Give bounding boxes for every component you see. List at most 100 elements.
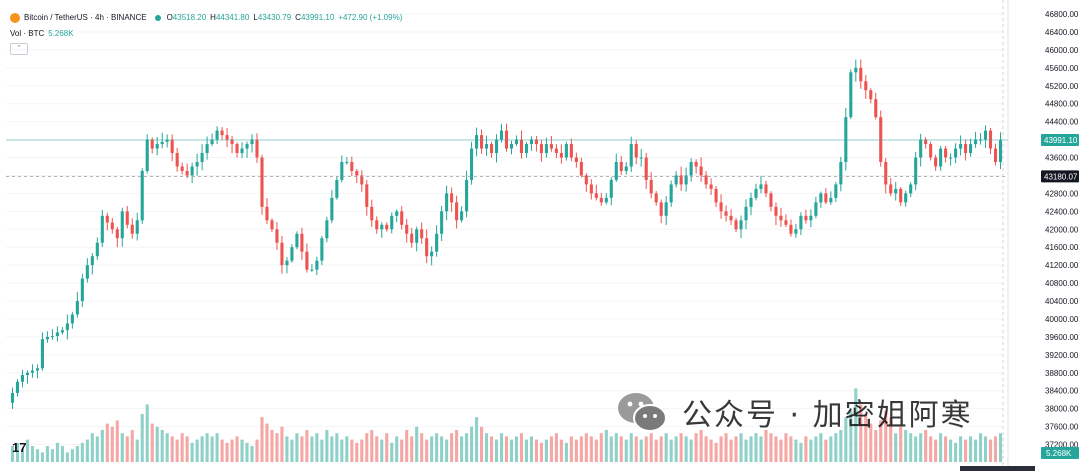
candle-body: [170, 139, 174, 154]
candle-body: [460, 211, 464, 221]
volume-bar: [395, 436, 399, 462]
volume-bar: [370, 430, 374, 462]
candle-body: [300, 233, 304, 252]
candle-body: [619, 162, 623, 171]
volume-bar: [425, 439, 429, 462]
y-tick-label: 38400.00: [1045, 387, 1079, 396]
volume-bar: [814, 436, 818, 462]
volume-bar: [345, 436, 349, 462]
crosshair-price-label: 43180.07: [1044, 172, 1078, 181]
candle-body: [609, 179, 613, 198]
volume-bar: [739, 433, 743, 462]
volume-bar: [509, 439, 514, 462]
candle-body: [614, 162, 618, 180]
tradingview-logo[interactable]: 17: [12, 440, 27, 455]
volume-bar: [330, 436, 334, 462]
candle-body: [305, 251, 309, 270]
volume-bar: [579, 436, 583, 462]
candle-body: [574, 157, 578, 162]
y-tick-label: 39600.00: [1045, 333, 1079, 342]
candle-body: [689, 162, 693, 176]
candle-body: [779, 215, 783, 221]
volume-bar: [205, 433, 209, 462]
bottom-scroll-bar[interactable]: [960, 466, 1035, 471]
volume-bar: [983, 436, 988, 462]
volume-bar: [809, 439, 813, 462]
volume-bar: [295, 433, 299, 462]
candle-body: [45, 336, 49, 340]
y-tick-label: 44400.00: [1045, 118, 1079, 127]
volume-bar: [215, 433, 219, 462]
candle-body: [909, 184, 913, 194]
candle-body: [370, 206, 374, 221]
volume-bar: [85, 439, 89, 462]
y-tick-label: 42800.00: [1045, 189, 1079, 198]
volume-bar: [859, 404, 863, 462]
candle-body: [629, 144, 633, 167]
candle-body: [769, 193, 773, 207]
candle-body: [410, 233, 414, 243]
candle-body: [80, 278, 84, 302]
volume-bar: [420, 433, 424, 462]
volume-bar: [649, 433, 653, 462]
collapse-legend-button[interactable]: ⌃: [10, 43, 28, 55]
volume-bar: [240, 439, 244, 462]
volume-bar: [130, 430, 134, 462]
candle-body: [430, 251, 434, 257]
candle-body: [499, 130, 504, 140]
volume-bar: [365, 433, 369, 462]
volume-bar: [135, 439, 139, 462]
volume-label[interactable]: Vol · BTC: [10, 29, 45, 38]
volume-bar: [430, 436, 434, 462]
volume-bar: [160, 430, 164, 462]
candle-body: [884, 162, 888, 185]
volume-bar: [125, 436, 129, 462]
volume-bar: [265, 423, 269, 462]
candle-body: [120, 211, 124, 239]
bitcoin-logo-icon: [10, 13, 20, 23]
candle-body: [814, 202, 818, 216]
market-status-icon[interactable]: [154, 15, 161, 21]
candle-body: [644, 157, 648, 180]
candle-body: [704, 175, 708, 185]
volume-bar: [465, 433, 469, 462]
volume-bar: [275, 433, 279, 462]
candle-body: [744, 206, 748, 221]
volume-bar: [385, 433, 389, 462]
volume-bar: [55, 442, 59, 462]
volume-bar: [300, 436, 304, 462]
candle-body: [699, 166, 703, 176]
candle-body: [185, 170, 189, 176]
price-axis[interactable]: 46800.00 46400.00 46000.00 45600.00 45200.00…: [1041, 10, 1079, 459]
candle-body: [764, 184, 768, 194]
candle-body: [240, 148, 244, 154]
last-price-label: 43991.10: [1044, 136, 1078, 145]
candle-body: [375, 220, 379, 230]
volume-bar: [155, 426, 159, 462]
volume-bar: [619, 436, 623, 462]
volume-value: 5.268K: [48, 29, 74, 38]
volume-bar: [929, 436, 933, 462]
candle-body: [794, 229, 798, 234]
symbol-title[interactable]: Bitcoin / TetherUS · 4h · BINANCE: [24, 13, 147, 22]
y-tick-label: 44800.00: [1045, 100, 1079, 109]
volume-bar: [220, 439, 224, 462]
candle-body: [90, 256, 94, 266]
candle-body: [110, 222, 114, 230]
y-tick-label: 45600.00: [1045, 64, 1079, 73]
volume-bar: [969, 436, 973, 462]
candle-body: [85, 265, 89, 279]
watermark-text: 公众号 · 加密姐阿寒: [682, 398, 973, 433]
volume-bar: [145, 404, 149, 462]
volume-bar: [844, 417, 848, 462]
candle-body: [594, 193, 598, 198]
volume-bar: [405, 430, 409, 462]
candle-body: [405, 224, 409, 234]
volume-bar: [784, 433, 788, 462]
volume-bar: [554, 433, 558, 462]
volume-bar: [894, 433, 898, 462]
volume-bar: [10, 446, 15, 462]
volume-bar: [489, 436, 494, 462]
candle-body: [465, 179, 469, 212]
